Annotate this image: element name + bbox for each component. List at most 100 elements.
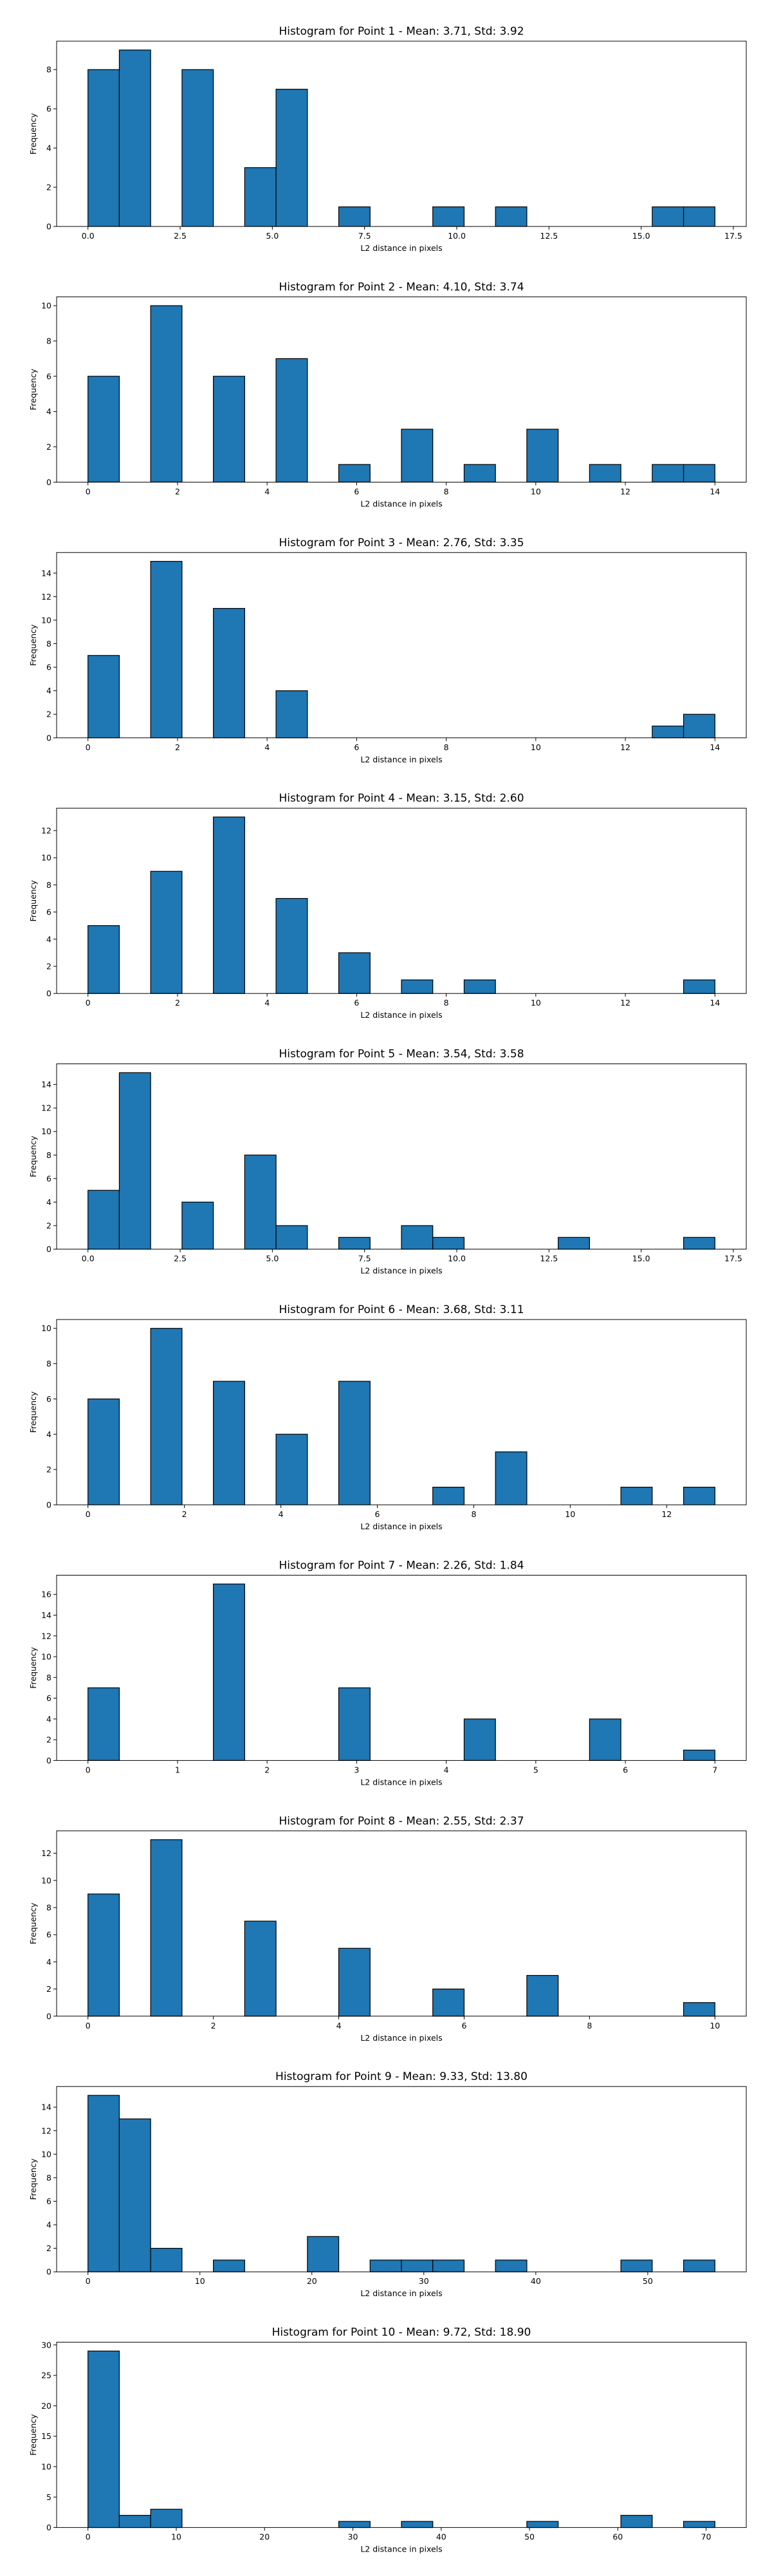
- x-tick-label: 20: [259, 2532, 270, 2542]
- y-tick-label: 8: [46, 65, 51, 75]
- histogram-bar: [620, 1486, 653, 1505]
- histogram-bar: [463, 464, 496, 483]
- histogram-bar: [275, 1225, 308, 1250]
- histogram-bar: [683, 1486, 715, 1505]
- x-axis-label: L2 distance in pixels: [360, 499, 442, 508]
- chart-title: Histogram for Point 7 - Mean: 2.26, Std:…: [279, 1559, 524, 1572]
- y-tick-label: 8: [46, 880, 51, 890]
- x-tick-label: 50: [643, 2276, 653, 2286]
- y-tick-label: 12: [41, 1631, 51, 1641]
- y-tick-label: 8: [46, 1150, 51, 1160]
- x-axis-label: L2 distance in pixels: [360, 1777, 442, 1787]
- x-tick-label: 40: [531, 2276, 541, 2286]
- x-tick-label: 10: [171, 2532, 181, 2542]
- axes-frame: [56, 552, 747, 739]
- y-tick-label: 2: [46, 1735, 51, 1745]
- histogram-bar: [213, 2259, 245, 2272]
- histogram-panel: 0 10 20 30 40 50 60 70 0 5 10 15 20 25 30 Histogram for…: [28, 2326, 747, 2554]
- histogram-bar: [683, 2521, 715, 2528]
- y-tick-label: 8: [46, 336, 51, 345]
- chart-title: Histogram for Point 10 - Mean: 9.72, Std…: [272, 2326, 531, 2339]
- histogram-bar: [213, 608, 245, 739]
- x-tick-label: 4: [336, 2021, 342, 2030]
- y-tick-label: 8: [46, 1903, 51, 1913]
- y-tick-label: 4: [46, 1430, 51, 1439]
- y-tick-label: 4: [46, 1197, 51, 1207]
- y-tick-label: 0: [46, 1756, 51, 1765]
- y-tick-label: 10: [41, 615, 51, 625]
- histogram-bar: [181, 1201, 214, 1250]
- y-axis-label: Frequency: [28, 879, 38, 921]
- y-axis-label: Frequency: [28, 369, 38, 410]
- histogram-bar: [432, 1237, 465, 1250]
- histogram-bar: [338, 1687, 371, 1761]
- y-tick-label: 2: [46, 1221, 51, 1231]
- y-tick-label: 14: [41, 1610, 51, 1620]
- histogram-bar: [526, 428, 559, 483]
- x-tick-label: 6: [354, 742, 359, 752]
- histogram-bar: [683, 1749, 715, 1762]
- chart-title: Histogram for Point 3 - Mean: 2.76, Std:…: [279, 537, 524, 549]
- x-tick-label: 6: [354, 998, 359, 1007]
- y-axis-label: Frequency: [28, 1902, 38, 1944]
- x-axis-label: L2 distance in pixels: [360, 2288, 442, 2298]
- x-axis-label: L2 distance in pixels: [360, 2033, 442, 2043]
- x-tick-label: 10.0: [448, 231, 466, 241]
- y-tick-label: 8: [46, 1359, 51, 1368]
- histogram-bar: [526, 2521, 559, 2528]
- y-tick-label: 2: [46, 962, 51, 971]
- y-tick-label: 10: [41, 853, 51, 863]
- histogram-bar: [150, 1839, 183, 2017]
- x-tick-label: 0: [86, 2021, 91, 2030]
- x-tick-label: 70: [701, 2532, 712, 2542]
- axes-frame: [56, 2342, 747, 2528]
- y-tick-label: 0: [46, 1500, 51, 1510]
- x-tick-label: 0: [86, 2276, 91, 2286]
- y-tick-label: 10: [41, 1875, 51, 1885]
- x-tick-label: 8: [587, 2021, 592, 2030]
- histogram-bar: [87, 2350, 120, 2528]
- histogram-bar: [275, 358, 308, 483]
- histogram-bar: [87, 69, 120, 227]
- histogram-bar: [369, 2259, 402, 2272]
- histogram-bar: [338, 464, 371, 483]
- histogram-bar: [495, 2259, 528, 2272]
- x-tick-label: 5.0: [266, 231, 279, 241]
- y-tick-label: 10: [41, 1323, 51, 1333]
- histogram-bar: [683, 979, 715, 994]
- histogram-bar: [118, 2118, 151, 2272]
- x-tick-label: 12: [620, 486, 630, 496]
- histogram-bar: [181, 69, 214, 227]
- x-tick-label: 17.5: [724, 231, 742, 241]
- histogram-bar: [87, 1190, 120, 1250]
- histogram-panel: 0 2 4 6 8 10 12 14 0 2 4 6 8 10 12 Histogram for Point …: [28, 792, 747, 1020]
- y-tick-label: 6: [46, 1930, 51, 1940]
- y-tick-label: 25: [41, 2371, 51, 2380]
- y-axis-label: Frequency: [28, 1647, 38, 1689]
- histogram-bar: [683, 206, 715, 227]
- y-tick-label: 20: [41, 2401, 51, 2411]
- histogram-bar: [401, 1225, 434, 1250]
- x-tick-label: 14: [710, 998, 720, 1007]
- x-tick-label: 40: [436, 2532, 446, 2542]
- y-tick-label: 14: [41, 1080, 51, 1089]
- x-tick-label: 6: [375, 1509, 380, 1519]
- histogram-bar: [87, 655, 120, 739]
- x-tick-label: 2: [211, 2021, 216, 2030]
- histogram-bar: [683, 2259, 715, 2272]
- x-tick-label: 14: [710, 742, 720, 752]
- histogram-bar: [87, 376, 120, 483]
- histogram-bar: [589, 1718, 621, 1762]
- x-tick-label: 2: [175, 998, 180, 1007]
- y-tick-label: 14: [41, 2102, 51, 2112]
- histogram-bar: [338, 1947, 371, 2017]
- x-tick-label: 8: [444, 742, 449, 752]
- y-tick-label: 12: [41, 1103, 51, 1113]
- y-tick-label: 0: [46, 989, 51, 998]
- histogram-panel: 0 2 4 6 8 10 12 14 0 2 4 6 8 10 12 14 Histogram for Poin…: [28, 537, 747, 764]
- histogram-bar: [275, 690, 308, 739]
- y-tick-label: 10: [41, 2149, 51, 2159]
- histogram-bar: [150, 305, 183, 483]
- x-tick-label: 14: [710, 486, 720, 496]
- y-tick-label: 2: [46, 183, 51, 192]
